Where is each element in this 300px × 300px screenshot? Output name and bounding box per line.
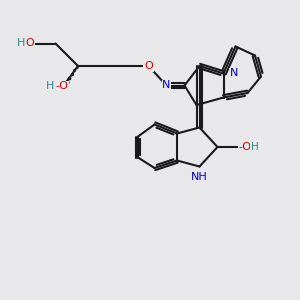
Text: -O: -O xyxy=(238,142,251,152)
Text: O: O xyxy=(144,61,153,71)
Text: H: H xyxy=(46,81,55,92)
Text: NH: NH xyxy=(191,172,208,182)
Text: N: N xyxy=(162,80,171,91)
Text: H: H xyxy=(17,38,26,49)
Text: H: H xyxy=(250,142,258,152)
Text: -O: -O xyxy=(55,81,68,92)
Text: N: N xyxy=(230,68,238,79)
Text: O: O xyxy=(26,38,34,49)
